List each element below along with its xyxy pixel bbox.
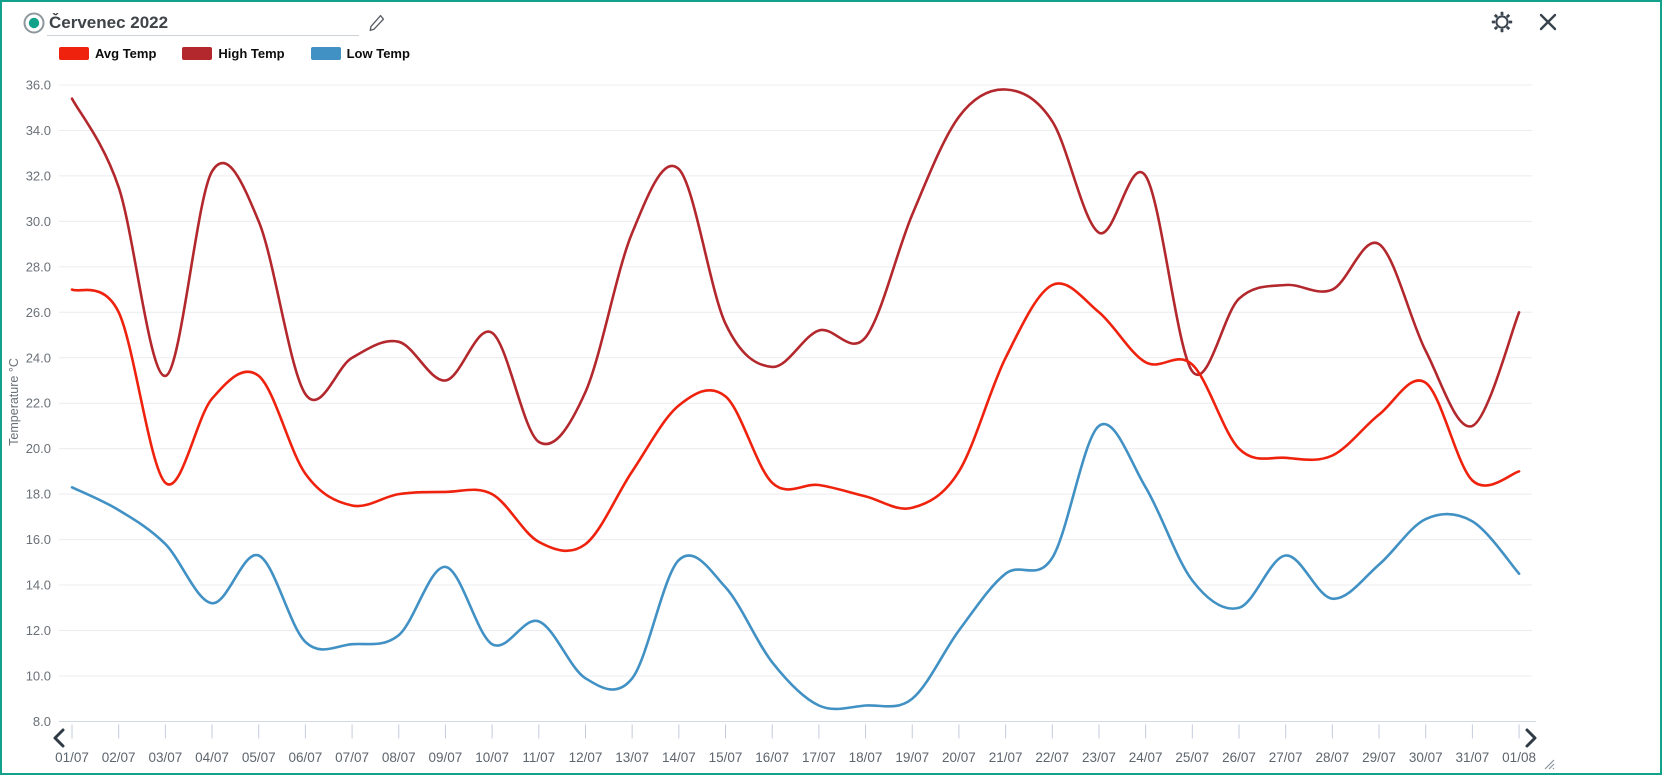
svg-text:07/07: 07/07 <box>335 750 369 765</box>
svg-text:25/07: 25/07 <box>1175 750 1209 765</box>
svg-text:36.0: 36.0 <box>26 78 51 93</box>
svg-text:24/07: 24/07 <box>1129 750 1163 765</box>
svg-text:14.0: 14.0 <box>26 578 51 593</box>
svg-text:01/08: 01/08 <box>1502 750 1536 765</box>
svg-text:21/07: 21/07 <box>989 750 1023 765</box>
legend-item-avg-temp[interactable]: Avg Temp <box>59 46 156 61</box>
svg-text:13/07: 13/07 <box>615 750 649 765</box>
legend-label: High Temp <box>218 46 285 61</box>
svg-text:16.0: 16.0 <box>26 532 51 547</box>
chart-legend: Avg Temp High Temp Low Temp <box>59 46 410 61</box>
svg-text:31/07: 31/07 <box>1456 750 1490 765</box>
header-bar <box>2 2 1660 44</box>
svg-text:12/07: 12/07 <box>569 750 603 765</box>
legend-label: Avg Temp <box>95 46 157 61</box>
svg-text:23/07: 23/07 <box>1082 750 1116 765</box>
legend-label: Low Temp <box>346 46 410 61</box>
svg-text:26/07: 26/07 <box>1222 750 1256 765</box>
pencil-icon[interactable] <box>368 14 386 32</box>
svg-text:30/07: 30/07 <box>1409 750 1443 765</box>
low-temp-swatch <box>310 47 341 60</box>
svg-text:22/07: 22/07 <box>1035 750 1069 765</box>
avg-temp-swatch <box>59 47 89 60</box>
svg-text:34.0: 34.0 <box>26 123 51 138</box>
gear-icon[interactable] <box>1491 11 1513 33</box>
resize-corner-icon[interactable] <box>1539 754 1555 770</box>
svg-text:29/07: 29/07 <box>1362 750 1396 765</box>
svg-text:20/07: 20/07 <box>942 750 976 765</box>
svg-text:26.0: 26.0 <box>26 305 51 320</box>
svg-text:06/07: 06/07 <box>289 750 323 765</box>
svg-text:24.0: 24.0 <box>26 350 51 365</box>
svg-text:18/07: 18/07 <box>849 750 883 765</box>
svg-text:16/07: 16/07 <box>755 750 789 765</box>
svg-text:27/07: 27/07 <box>1269 750 1303 765</box>
high-temp-swatch <box>182 47 213 60</box>
svg-text:14/07: 14/07 <box>662 750 696 765</box>
svg-text:28.0: 28.0 <box>26 259 51 274</box>
svg-text:08/07: 08/07 <box>382 750 416 765</box>
svg-text:28/07: 28/07 <box>1315 750 1349 765</box>
svg-text:10/07: 10/07 <box>475 750 509 765</box>
svg-text:17/07: 17/07 <box>802 750 836 765</box>
svg-text:22.0: 22.0 <box>26 396 51 411</box>
svg-text:15/07: 15/07 <box>709 750 743 765</box>
svg-text:Temperature °C: Temperature °C <box>7 358 21 446</box>
svg-text:09/07: 09/07 <box>429 750 463 765</box>
svg-text:04/07: 04/07 <box>195 750 229 765</box>
close-icon[interactable] <box>1538 12 1558 32</box>
svg-text:8.0: 8.0 <box>33 714 51 729</box>
svg-text:01/07: 01/07 <box>55 750 89 765</box>
legend-item-low-temp[interactable]: Low Temp <box>310 46 410 61</box>
svg-text:20.0: 20.0 <box>26 441 51 456</box>
svg-text:11/07: 11/07 <box>522 750 555 765</box>
svg-text:03/07: 03/07 <box>148 750 182 765</box>
svg-text:05/07: 05/07 <box>242 750 276 765</box>
radio-selected-icon[interactable] <box>23 12 45 34</box>
svg-text:18.0: 18.0 <box>26 487 51 502</box>
svg-text:12.0: 12.0 <box>26 623 51 638</box>
svg-text:30.0: 30.0 <box>26 214 51 229</box>
legend-item-high-temp[interactable]: High Temp <box>182 46 285 61</box>
svg-text:10.0: 10.0 <box>26 668 51 683</box>
title-input[interactable] <box>47 10 359 36</box>
svg-text:32.0: 32.0 <box>26 168 51 183</box>
svg-text:02/07: 02/07 <box>102 750 136 765</box>
svg-text:19/07: 19/07 <box>895 750 929 765</box>
chevron-left-icon[interactable] <box>50 728 68 748</box>
chevron-right-icon[interactable] <box>1522 728 1540 748</box>
